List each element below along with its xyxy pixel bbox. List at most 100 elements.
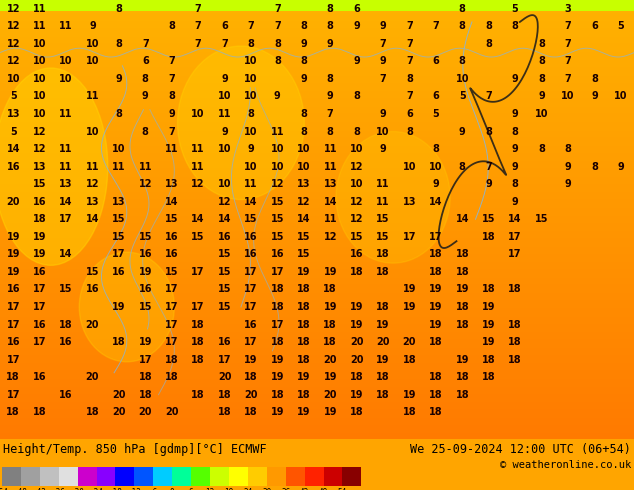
Text: 18: 18 (350, 407, 363, 417)
Text: 18: 18 (59, 319, 73, 330)
Text: 18: 18 (244, 407, 258, 417)
Text: 10: 10 (614, 92, 628, 101)
Bar (40, 467, 59, 486)
Text: 11: 11 (60, 21, 73, 31)
Bar (21, 467, 40, 486)
Bar (191, 467, 210, 486)
Text: 15: 15 (60, 284, 73, 294)
Text: 8: 8 (142, 126, 149, 137)
Text: 8: 8 (406, 74, 413, 84)
Text: 18: 18 (86, 407, 100, 417)
Text: 10: 10 (244, 56, 257, 67)
Text: 8: 8 (591, 162, 598, 172)
Text: 15: 15 (191, 232, 205, 242)
Text: 7: 7 (486, 162, 492, 172)
Text: 9: 9 (301, 74, 307, 84)
Text: 6: 6 (432, 56, 439, 67)
Text: 9: 9 (380, 21, 386, 31)
Text: 7: 7 (406, 92, 413, 101)
Text: 8: 8 (432, 144, 439, 154)
Text: 7: 7 (565, 21, 571, 31)
Text: -42: -42 (33, 488, 47, 490)
Text: 8: 8 (142, 74, 149, 84)
Text: 11: 11 (86, 162, 99, 172)
Text: 19: 19 (271, 372, 284, 382)
Text: 15: 15 (377, 214, 390, 224)
Text: 20: 20 (139, 407, 152, 417)
Text: 8: 8 (327, 4, 333, 14)
Text: 17: 17 (6, 355, 20, 365)
Text: 11: 11 (165, 144, 178, 154)
Text: 7: 7 (327, 109, 333, 119)
Text: 11: 11 (323, 144, 337, 154)
Text: 8: 8 (459, 4, 466, 14)
Text: 16: 16 (33, 196, 46, 207)
Text: 10: 10 (218, 92, 231, 101)
Text: 15: 15 (165, 214, 178, 224)
Bar (286, 467, 304, 486)
Text: 20: 20 (350, 355, 363, 365)
Text: 19: 19 (323, 407, 337, 417)
Text: 10: 10 (33, 74, 46, 84)
Text: 16: 16 (139, 284, 152, 294)
Text: 6: 6 (406, 109, 413, 119)
Text: 10: 10 (218, 144, 231, 154)
Text: 19: 19 (112, 302, 126, 312)
Text: 9: 9 (538, 92, 545, 101)
Text: -24: -24 (89, 488, 103, 490)
Text: 20: 20 (350, 337, 363, 347)
Text: 13: 13 (60, 179, 73, 189)
Text: 16: 16 (86, 284, 99, 294)
Text: 10: 10 (86, 126, 99, 137)
Text: 18: 18 (271, 337, 284, 347)
Text: -54: -54 (0, 488, 9, 490)
Text: 0: 0 (170, 488, 174, 490)
Text: 8: 8 (274, 39, 281, 49)
Text: 7: 7 (195, 4, 202, 14)
Text: 19: 19 (403, 284, 416, 294)
Text: 10: 10 (33, 92, 46, 101)
Text: 20: 20 (244, 390, 257, 400)
Text: 19: 19 (403, 302, 416, 312)
Text: 18: 18 (508, 355, 522, 365)
Text: 8: 8 (485, 126, 492, 137)
Text: 9: 9 (512, 144, 519, 154)
Text: 20: 20 (6, 196, 20, 207)
Text: 18: 18 (508, 319, 522, 330)
Text: 11: 11 (323, 162, 337, 172)
Text: 16: 16 (218, 337, 231, 347)
Text: 48: 48 (319, 488, 328, 490)
Text: 7: 7 (248, 21, 254, 31)
Text: 10: 10 (271, 162, 284, 172)
Text: 9: 9 (221, 74, 228, 84)
Text: 6: 6 (142, 56, 148, 67)
Text: 18: 18 (33, 407, 46, 417)
Text: 19: 19 (323, 267, 337, 277)
Text: 9: 9 (274, 92, 281, 101)
Text: 17: 17 (165, 319, 178, 330)
Text: 19: 19 (33, 232, 46, 242)
Text: 20: 20 (86, 372, 99, 382)
Text: 11: 11 (191, 144, 205, 154)
Text: 9: 9 (248, 144, 254, 154)
Text: 8: 8 (538, 39, 545, 49)
Text: 8: 8 (406, 126, 413, 137)
Ellipse shape (178, 46, 304, 199)
Text: 14: 14 (218, 214, 231, 224)
Text: 8: 8 (168, 21, 175, 31)
Bar (134, 467, 153, 486)
Text: 15: 15 (165, 267, 178, 277)
Text: 18: 18 (508, 284, 522, 294)
Text: 18: 18 (376, 302, 390, 312)
Text: 17: 17 (218, 355, 231, 365)
Text: 20: 20 (112, 390, 126, 400)
Text: 14: 14 (86, 214, 99, 224)
Text: 18: 18 (271, 390, 284, 400)
Text: 8: 8 (353, 126, 360, 137)
Text: 19: 19 (6, 267, 20, 277)
Text: 17: 17 (6, 319, 20, 330)
Text: 20: 20 (403, 337, 416, 347)
Text: 8: 8 (538, 74, 545, 84)
Text: 12: 12 (191, 179, 205, 189)
Text: 11: 11 (60, 162, 73, 172)
